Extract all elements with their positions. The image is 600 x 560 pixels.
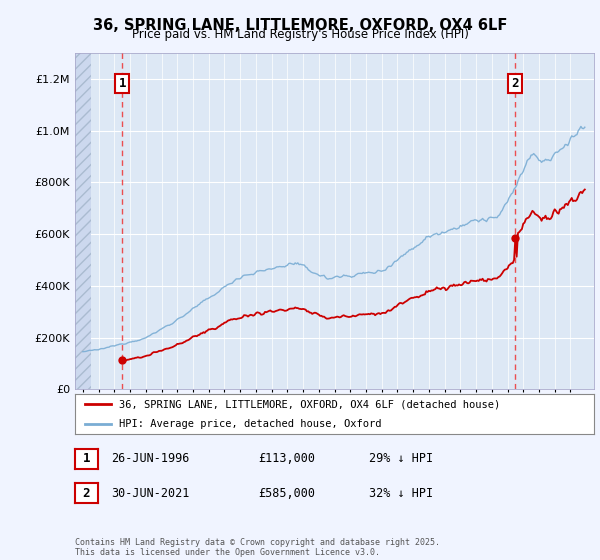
Bar: [75, 53, 91, 389]
Text: 30-JUN-2021: 30-JUN-2021: [111, 487, 190, 500]
Text: 36, SPRING LANE, LITTLEMORE, OXFORD, OX4 6LF (detached house): 36, SPRING LANE, LITTLEMORE, OXFORD, OX4…: [119, 399, 500, 409]
Text: 29% ↓ HPI: 29% ↓ HPI: [369, 452, 433, 465]
Text: Contains HM Land Registry data © Crown copyright and database right 2025.
This d: Contains HM Land Registry data © Crown c…: [75, 538, 440, 557]
Text: 26-JUN-1996: 26-JUN-1996: [111, 452, 190, 465]
Text: HPI: Average price, detached house, Oxford: HPI: Average price, detached house, Oxfo…: [119, 418, 382, 428]
Text: 36, SPRING LANE, LITTLEMORE, OXFORD, OX4 6LF: 36, SPRING LANE, LITTLEMORE, OXFORD, OX4…: [93, 18, 507, 33]
Text: 2: 2: [83, 487, 90, 500]
Text: £113,000: £113,000: [258, 452, 315, 465]
Text: £585,000: £585,000: [258, 487, 315, 500]
Text: 1: 1: [83, 452, 90, 465]
Text: Price paid vs. HM Land Registry's House Price Index (HPI): Price paid vs. HM Land Registry's House …: [131, 28, 469, 41]
Text: 1: 1: [118, 77, 126, 90]
Text: 32% ↓ HPI: 32% ↓ HPI: [369, 487, 433, 500]
Text: 2: 2: [512, 77, 519, 90]
